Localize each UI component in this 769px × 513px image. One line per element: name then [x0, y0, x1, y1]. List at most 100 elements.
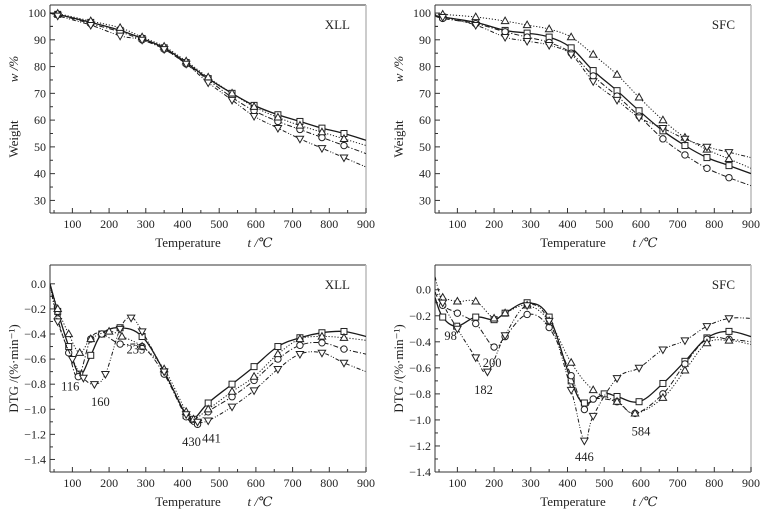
data-point-triangle-up [227, 386, 237, 395]
data-point-triangle-up [317, 127, 327, 136]
y-tick-label: −0.4 [409, 335, 431, 349]
x-tick-label: 500 [595, 476, 613, 490]
panel-tag: XLL [325, 17, 350, 32]
x-tick-label: 500 [210, 476, 228, 490]
y-tick-label: 30 [419, 193, 431, 207]
data-point-triangle-up [588, 49, 598, 58]
data-point-triangle-down [159, 368, 169, 377]
x-tick-label: 200 [100, 217, 118, 231]
x-axis-label: Temperature [540, 494, 606, 509]
y-tick-label: 80 [34, 60, 46, 74]
data-point-triangle-up [702, 338, 712, 347]
series-line-triangle-down [435, 15, 751, 159]
y-axis-label: DTG /(%·min⁻¹) [6, 324, 21, 412]
data-point-triangle-down [192, 418, 203, 427]
data-point-circle [318, 339, 326, 347]
data-point-triangle-down [203, 417, 213, 426]
peak-annotation: 98 [444, 329, 457, 343]
peak-annotation: 441 [202, 431, 221, 445]
data-point-square [703, 154, 711, 162]
y-tick-label: 70 [419, 86, 431, 100]
data-point-triangle-down [522, 38, 532, 47]
x-tick-label: 400 [173, 476, 191, 490]
x-tick-label: 800 [705, 217, 723, 231]
data-point-triangle-down [438, 13, 448, 22]
x-tick-label: 100 [63, 476, 81, 490]
data-point-triangle-down [295, 135, 305, 144]
data-point-triangle-down [181, 60, 191, 69]
y-tick-label: −0.6 [24, 352, 46, 366]
data-point-triangle-down [702, 323, 712, 332]
y-tick-label: −1.4 [409, 465, 431, 479]
data-point-triangle-up [500, 308, 510, 317]
data-point-triangle-up [53, 303, 63, 313]
data-point-triangle-up [566, 32, 576, 41]
x-axis-label: Temperature [155, 494, 221, 509]
data-point-triangle-up [273, 349, 283, 358]
x-tick-label: 500 [595, 217, 613, 231]
peak-annotation: 160 [91, 395, 110, 409]
data-point-triangle-up [117, 331, 127, 340]
data-point-triangle-up [544, 24, 554, 33]
data-point-triangle-up [75, 347, 85, 356]
data-point-triangle-up [295, 334, 305, 343]
x-tick-label: 200 [100, 476, 118, 490]
y-tick-label: 100 [413, 6, 431, 20]
data-point-triangle-down [438, 299, 448, 308]
y-tick-label: −1.0 [409, 413, 431, 427]
x-tick-label: 100 [63, 217, 81, 231]
y-tick-label: 80 [419, 60, 431, 74]
data-point-circle [567, 371, 575, 380]
data-point-square [725, 327, 733, 335]
data-point-triangle-down [86, 21, 96, 30]
y-tick-label: 90 [419, 33, 431, 47]
y-axis-unit: w /% [6, 56, 21, 83]
data-point-triangle-down [273, 125, 283, 134]
peak-annotation: 446 [575, 450, 594, 464]
peak-annotation: 584 [632, 424, 652, 438]
data-point-triangle-up [658, 115, 668, 124]
data-point-square [228, 380, 236, 388]
data-point-triangle-down [500, 332, 510, 341]
data-point-triangle-up [612, 396, 622, 405]
data-point-triangle-up [115, 22, 125, 31]
data-point-triangle-up [630, 408, 640, 417]
y-tick-label: −0.8 [24, 377, 46, 391]
data-point-circle [681, 151, 689, 159]
data-point-triangle-down [89, 381, 99, 390]
data-point-triangle-up [86, 334, 96, 343]
series-group [50, 8, 366, 168]
peak-annotation: 235 [127, 342, 146, 356]
y-tick-label: −0.8 [409, 387, 431, 401]
data-point-triangle-down [126, 314, 136, 323]
data-point-triangle-down [115, 32, 125, 41]
data-point-triangle-down [78, 374, 88, 383]
data-point-triangle-down [522, 302, 532, 311]
y-tick-label: −0.2 [409, 309, 431, 323]
data-point-triangle-down [203, 79, 213, 88]
x-tick-label: 600 [247, 217, 265, 231]
y-tick-label: 50 [419, 140, 431, 154]
data-point-triangle-down [339, 154, 349, 163]
data-point-circle [725, 173, 733, 182]
data-point-triangle-down [579, 437, 589, 446]
panel-tag: SFC [712, 277, 735, 292]
data-point-square [87, 351, 95, 359]
series-line-square [435, 15, 751, 175]
data-point-triangle-down [100, 371, 110, 380]
y-tick-label: 100 [28, 6, 46, 20]
data-point-triangle-up [104, 326, 114, 335]
y-tick-label: 0.0 [416, 283, 431, 297]
data-point-triangle-down [680, 135, 690, 144]
y-tick-label: −0.2 [24, 302, 46, 316]
panel-tga-sfc: 100 200 300 400 500 600 700 800 900 30 40 50 60 70 80 9… [391, 4, 760, 250]
y-axis-unit: w /% [391, 56, 406, 83]
data-point-triangle-up [612, 69, 622, 78]
x-axis-unit: t /℃ [632, 235, 657, 250]
data-point-square [274, 343, 282, 351]
data-point-square [659, 379, 667, 387]
data-point-triangle-up [339, 332, 349, 341]
data-point-triangle-down [452, 325, 462, 334]
data-point-triangle-up [634, 92, 644, 101]
data-point-circle [703, 164, 711, 172]
